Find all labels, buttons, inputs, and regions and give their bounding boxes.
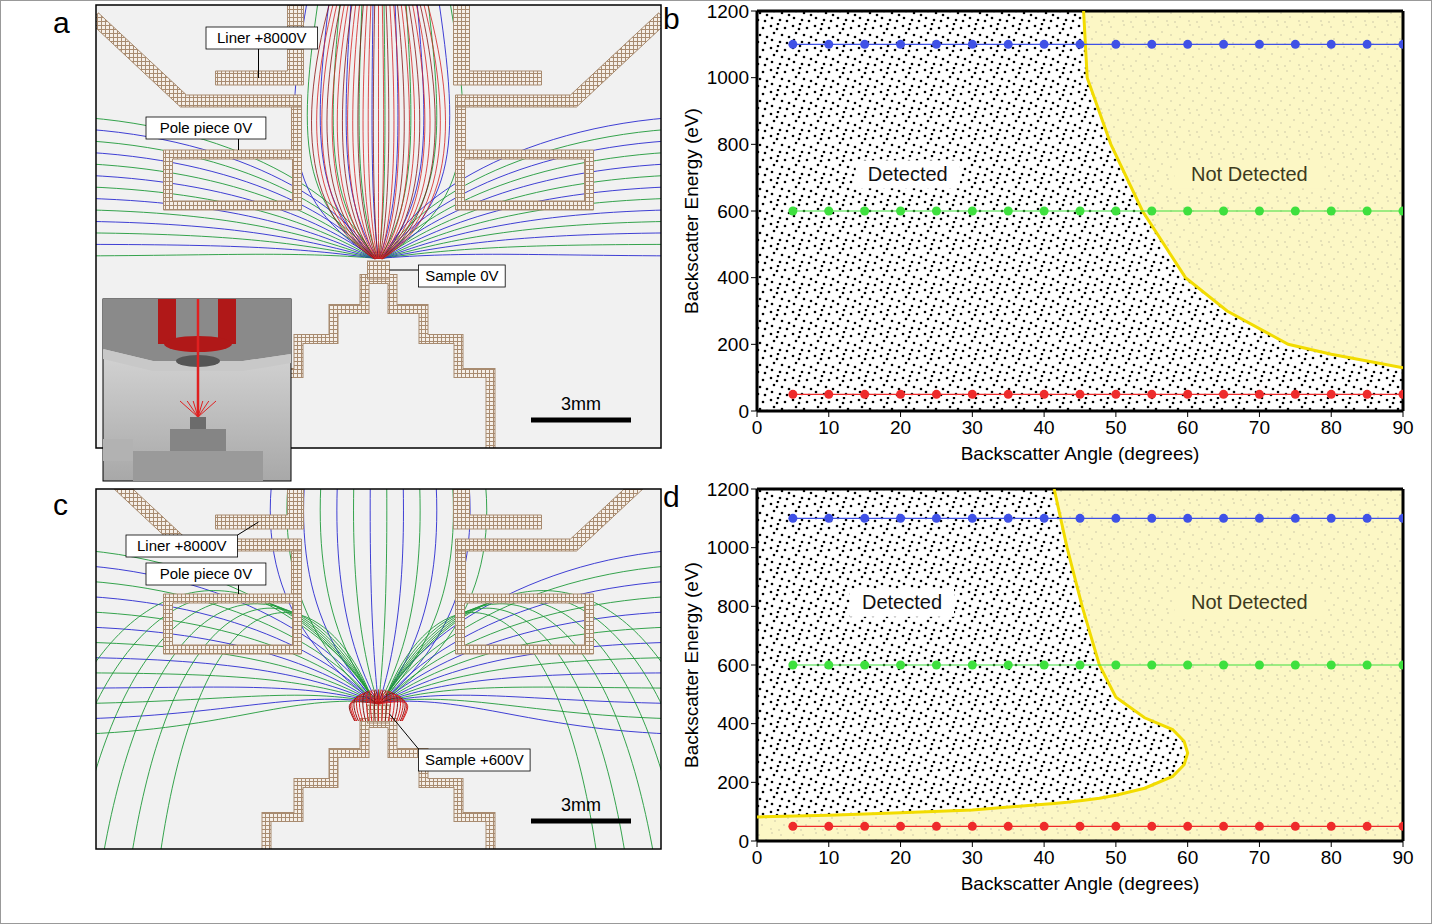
- svg-text:Not Detected: Not Detected: [1191, 591, 1308, 613]
- html-text:a: a: [53, 6, 70, 39]
- svg-text:40: 40: [1034, 417, 1055, 438]
- svg-text:90: 90: [1392, 847, 1413, 868]
- svg-text:3mm: 3mm: [561, 795, 601, 815]
- svg-text:20: 20: [890, 417, 911, 438]
- svg-text:Liner +8000V: Liner +8000V: [137, 537, 227, 554]
- svg-text:1200: 1200: [707, 1, 749, 22]
- svg-text:3mm: 3mm: [561, 394, 601, 414]
- svg-text:Detected: Detected: [862, 591, 942, 613]
- svg-text:0: 0: [738, 831, 749, 852]
- html-text:Backscatter Angle (degrees): Backscatter Angle (degrees): [960, 873, 1200, 894]
- html-text:Backscatter Energy (eV): Backscatter Energy (eV): [681, 108, 702, 314]
- svg-text:Liner +8000V: Liner +8000V: [217, 29, 307, 46]
- svg-text:400: 400: [717, 267, 749, 288]
- svg-text:70: 70: [1249, 847, 1270, 868]
- svg-text:0: 0: [752, 847, 763, 868]
- svg-text:80: 80: [1321, 417, 1342, 438]
- svg-text:1200: 1200: [707, 479, 749, 500]
- svg-text:Not Detected: Not Detected: [1191, 163, 1308, 185]
- svg-text:1000: 1000: [707, 537, 749, 558]
- svg-text:600: 600: [717, 655, 749, 676]
- svg-text:400: 400: [717, 713, 749, 734]
- svg-text:80: 80: [1321, 847, 1342, 868]
- svg-text:800: 800: [717, 134, 749, 155]
- svg-text:30: 30: [962, 417, 983, 438]
- svg-text:200: 200: [717, 772, 749, 793]
- svg-text:0: 0: [752, 417, 763, 438]
- svg-text:Pole piece 0V: Pole piece 0V: [160, 565, 253, 582]
- html-text:b: b: [663, 2, 680, 35]
- svg-text:Sample 0V: Sample 0V: [425, 267, 498, 284]
- svg-text:10: 10: [818, 847, 839, 868]
- svg-text:70: 70: [1249, 417, 1270, 438]
- svg-text:200: 200: [717, 334, 749, 355]
- svg-text:40: 40: [1034, 847, 1055, 868]
- svg-text:90: 90: [1392, 417, 1413, 438]
- svg-text:50: 50: [1105, 847, 1126, 868]
- svg-text:Detected: Detected: [868, 163, 948, 185]
- svg-text:10: 10: [818, 417, 839, 438]
- svg-text:600: 600: [717, 201, 749, 222]
- svg-text:Sample +600V: Sample +600V: [425, 751, 524, 768]
- html-text:Backscatter Angle (degrees): Backscatter Angle (degrees): [960, 443, 1200, 464]
- svg-text:Pole piece 0V: Pole piece 0V: [160, 119, 253, 136]
- svg-text:60: 60: [1177, 417, 1198, 438]
- html-text:c: c: [53, 488, 68, 521]
- svg-text:50: 50: [1105, 417, 1126, 438]
- svg-text:0: 0: [738, 401, 749, 422]
- svg-text:800: 800: [717, 596, 749, 617]
- svg-text:60: 60: [1177, 847, 1198, 868]
- html-text:d: d: [663, 480, 680, 513]
- svg-text:30: 30: [962, 847, 983, 868]
- svg-text:1000: 1000: [707, 67, 749, 88]
- svg-text:20: 20: [890, 847, 911, 868]
- html-text:Backscatter Energy (eV): Backscatter Energy (eV): [681, 562, 702, 768]
